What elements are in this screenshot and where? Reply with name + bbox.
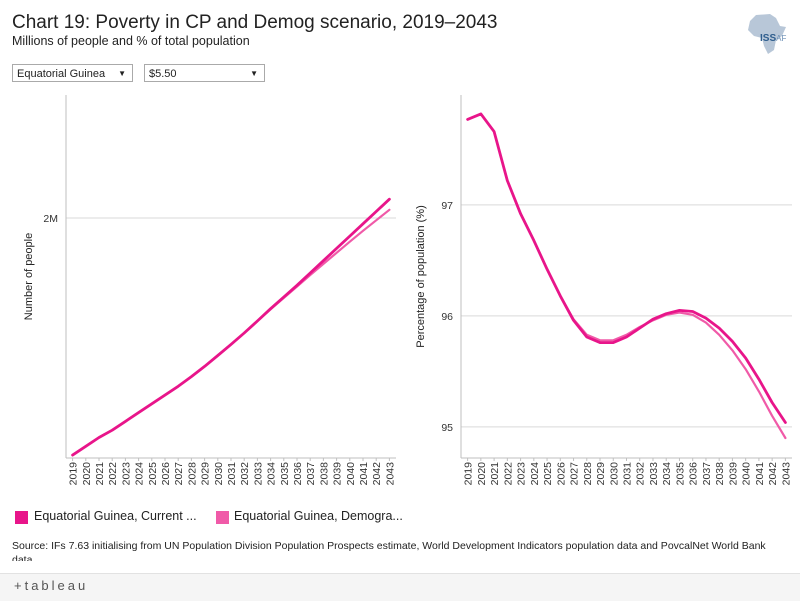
percent-x-tick-label: 2030: [608, 462, 620, 486]
percent-x-tick-label: 2026: [555, 462, 567, 486]
percent-y-tick-label: 97: [441, 200, 453, 212]
percent-x-tick-label: 2033: [648, 462, 660, 486]
people-x-tick-label: 2032: [239, 462, 251, 486]
percent-x-tick-label: 2020: [476, 462, 488, 486]
people-x-tick-label: 2031: [226, 462, 238, 486]
people-x-tick-label: 2022: [107, 462, 119, 486]
legend-swatch-current-path[interactable]: [15, 511, 28, 524]
percent-x-tick-label: 2029: [595, 462, 607, 486]
people-x-tick-label: 2029: [200, 462, 212, 486]
chart-subtitle: Millions of people and % of total popula…: [12, 34, 250, 48]
people-series-line-current-path: [71, 197, 391, 457]
people-x-tick-label: 2023: [120, 462, 132, 486]
people-x-tick-label: 2036: [292, 462, 304, 486]
percent-x-tick-label: 2037: [701, 462, 713, 486]
people-x-tick-label: 2020: [81, 462, 93, 486]
percent-x-tick-label: 2023: [516, 462, 528, 486]
percent-x-tick-label: 2024: [529, 462, 541, 486]
percent-x-tick-label: 2043: [780, 462, 792, 486]
people-x-tick-label: 2033: [252, 462, 264, 486]
people-x-tick-label: 2040: [345, 462, 357, 486]
people-y-axis-label: Number of people: [23, 233, 35, 320]
percent-x-tick-label: 2042: [767, 462, 779, 486]
people-series-line-demographic: [71, 208, 391, 457]
country-dropdown-value: Equatorial Guinea: [17, 68, 106, 80]
legend-label-demographic[interactable]: Equatorial Guinea, Demogra...: [234, 509, 403, 523]
people-x-tick-label: 2041: [358, 462, 370, 486]
people-x-tick-label: 2024: [134, 462, 146, 486]
tableau-footer: +tableau: [0, 573, 800, 601]
people-x-tick-label: 2027: [173, 462, 185, 486]
people-y-tick-label: 2M: [43, 213, 58, 225]
people-x-tick-label: 2042: [371, 462, 383, 486]
people-x-tick-label: 2035: [279, 462, 291, 486]
iss-logo: ISSAF: [760, 33, 787, 44]
people-x-tick-label: 2030: [213, 462, 225, 486]
percent-y-tick-label: 96: [441, 311, 453, 323]
percent-x-tick-label: 2028: [582, 462, 594, 486]
percent-x-tick-label: 2025: [542, 462, 554, 486]
tableau-logo[interactable]: +tableau: [14, 578, 89, 593]
percent-x-tick-label: 2021: [489, 462, 501, 486]
percent-x-tick-label: 2039: [727, 462, 739, 486]
chevron-down-icon: ▼: [250, 69, 258, 78]
people-x-tick-label: 2037: [305, 462, 317, 486]
people-x-tick-label: 2019: [68, 462, 80, 486]
country-dropdown[interactable]: Equatorial Guinea ▼: [12, 64, 133, 82]
percent-x-tick-label: 2019: [463, 462, 475, 486]
percent-y-axis-label: Percentage of population (%): [415, 205, 427, 347]
percent-x-tick-label: 2040: [741, 462, 753, 486]
percent-series-line-demographic: [466, 112, 787, 440]
legend-label-current-path[interactable]: Equatorial Guinea, Current ...: [34, 509, 197, 523]
percent-x-tick-label: 2031: [622, 462, 634, 486]
percent-x-tick-label: 2022: [502, 462, 514, 486]
percent-y-tick-label: 95: [441, 422, 453, 434]
percent-x-tick-label: 2035: [674, 462, 686, 486]
threshold-dropdown-value: $5.50: [149, 68, 177, 80]
percent-x-tick-label: 2038: [714, 462, 726, 486]
chevron-down-icon: ▼: [118, 69, 126, 78]
source-note: Source: IFs 7.63 initialising from UN Po…: [12, 540, 766, 561]
africa-map-logo-icon: [748, 14, 786, 54]
people-x-tick-label: 2039: [332, 462, 344, 486]
percent-x-tick-label: 2036: [688, 462, 700, 486]
people-x-tick-label: 2021: [94, 462, 106, 486]
people-x-tick-label: 2028: [186, 462, 198, 486]
percent-x-tick-label: 2034: [661, 462, 673, 486]
percent-series-line-current-path: [466, 112, 787, 424]
percent-x-tick-label: 2041: [754, 462, 766, 486]
people-x-tick-label: 2038: [318, 462, 330, 486]
people-x-tick-label: 2025: [147, 462, 159, 486]
legend-swatch-demographic[interactable]: [216, 511, 229, 524]
people-x-tick-label: 2026: [160, 462, 172, 486]
people-x-tick-label: 2043: [384, 462, 396, 486]
threshold-dropdown[interactable]: $5.50 ▼: [144, 64, 265, 82]
percent-x-tick-label: 2032: [635, 462, 647, 486]
people-x-tick-label: 2034: [266, 462, 278, 486]
percent-x-tick-label: 2027: [569, 462, 581, 486]
chart-title: Chart 19: Poverty in CP and Demog scenar…: [12, 12, 498, 33]
